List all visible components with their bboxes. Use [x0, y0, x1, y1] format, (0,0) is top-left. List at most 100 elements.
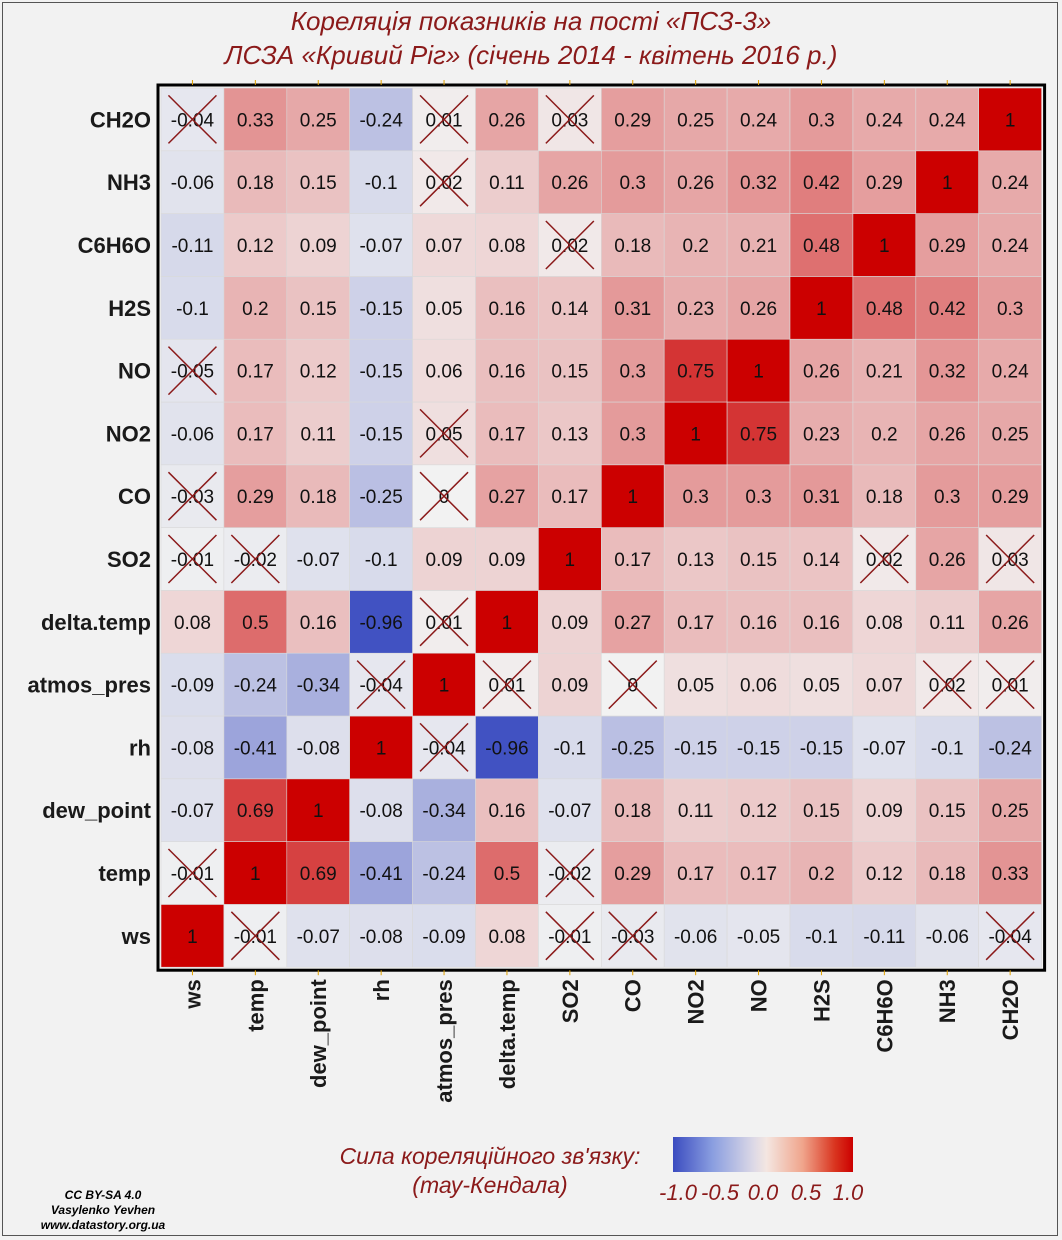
- heatmap-cell: -0.05: [726, 904, 791, 968]
- heatmap-cell: -0.1: [160, 276, 225, 340]
- heatmap-cell-fill: [852, 150, 917, 214]
- heatmap-cell: -0.09: [412, 904, 476, 968]
- cell-value-label: 0.16: [488, 362, 525, 383]
- heatmap-cell-fill: [223, 841, 288, 905]
- heatmap-cell: 0.24: [978, 150, 1042, 214]
- heatmap-cell: 0.17: [663, 590, 728, 654]
- cell-value-label: 1: [439, 676, 450, 697]
- cell-value-label: -0.24: [422, 864, 466, 885]
- cell-value-label: 0.32: [740, 173, 777, 194]
- heatmap-cell: 0.06: [726, 652, 791, 717]
- cell-value-label: 0.05: [803, 676, 840, 697]
- cell-value-label: 0.09: [300, 236, 337, 257]
- heatmap-cell: 0.11: [475, 150, 539, 214]
- heatmap-cell: 0.11: [915, 590, 979, 654]
- heatmap-cell: -0.01: [160, 527, 225, 591]
- heatmap-cell: -0.11: [160, 213, 225, 277]
- cell-value-label: 0.01: [488, 676, 525, 697]
- heatmap-cell: 1: [538, 527, 602, 591]
- heatmap-cell-fill: [726, 904, 791, 968]
- heatmap-cell: 0.29: [915, 213, 979, 277]
- cell-value-label: -0.15: [800, 738, 843, 759]
- heatmap-cell: -0.07: [160, 778, 225, 842]
- cell-value-label: 0.25: [677, 110, 714, 131]
- heatmap-cell: 0.18: [223, 150, 288, 214]
- not-significant-cross-line: [859, 534, 909, 584]
- heatmap-cell: -0.1: [349, 150, 413, 214]
- heatmap-cell: 0.24: [726, 87, 791, 152]
- cell-value-label: 0.25: [992, 801, 1029, 822]
- heatmap-cell: 0.17: [223, 401, 288, 466]
- heatmap-cell-fill: [349, 778, 413, 842]
- heatmap-cell-fill: [600, 276, 665, 340]
- heatmap-cell: 0.16: [286, 590, 350, 654]
- cell-value-label: 0.33: [992, 864, 1029, 885]
- heatmap-cell: 0.09: [475, 527, 539, 591]
- heatmap-cell: -0.08: [349, 904, 413, 968]
- cell-value-label: -0.1: [365, 173, 398, 194]
- heatmap-cell: 0.24: [852, 87, 917, 152]
- heatmap-cell: -0.1: [349, 527, 413, 591]
- cell-value-label: 0.08: [866, 613, 903, 634]
- heatmap-cell: 0.18: [600, 213, 665, 277]
- cell-value-label: -0.06: [674, 927, 717, 948]
- not-significant-cross-line: [167, 94, 217, 144]
- legend-tick-min: -1.0: [659, 1180, 697, 1205]
- cell-value-label: 0.24: [740, 110, 777, 131]
- cell-value-label: 0.26: [488, 110, 525, 131]
- not-significant-cross-line: [356, 660, 406, 710]
- cell-value-label: 0.17: [237, 424, 274, 445]
- cell-value-label: 0.5: [494, 864, 520, 885]
- heatmap-cell-fill: [223, 464, 288, 528]
- cell-value-label: -0.07: [863, 738, 906, 759]
- cell-value-label: -0.15: [674, 738, 717, 759]
- cell-value-label: 0.16: [488, 299, 525, 320]
- cell-value-label: 0.17: [677, 613, 714, 634]
- heatmap-cell: -0.06: [915, 904, 979, 968]
- heatmap-cell-fill: [663, 904, 728, 968]
- heatmap-cell: 0.15: [726, 527, 791, 591]
- heatmap-cell-fill: [600, 464, 665, 528]
- legend-tick-neg-half: -0.5: [701, 1180, 739, 1205]
- heatmap-cell: 0.16: [475, 778, 539, 842]
- cell-value-label: 0.07: [426, 236, 463, 257]
- heatmap-cell: -0.01: [160, 841, 225, 905]
- heatmap-cell: 0.23: [663, 276, 728, 340]
- not-significant-cross-line: [230, 534, 280, 584]
- column-label: H2S: [809, 979, 834, 1022]
- heatmap-cell-fill: [726, 778, 791, 842]
- cell-value-label: 0.15: [300, 299, 337, 320]
- heatmap-cell: 0.27: [600, 590, 665, 654]
- heatmap-cell: -0.15: [349, 276, 413, 340]
- cell-value-label: -0.1: [931, 738, 964, 759]
- column-label: delta.temp: [495, 979, 520, 1089]
- heatmap-cell-fill: [160, 276, 225, 340]
- heatmap-cell-fill: [538, 527, 602, 591]
- cell-value-label: 0.21: [866, 362, 903, 383]
- heatmap-cell: 0.14: [789, 527, 854, 591]
- heatmap-cell-fill: [663, 715, 728, 780]
- heatmap-cell-fill: [789, 150, 854, 214]
- heatmap-cell: 0.3: [663, 464, 728, 528]
- heatmap-cell: 0.24: [978, 213, 1042, 277]
- heatmap-cell: 0.13: [663, 527, 728, 591]
- cell-value-label: 0.33: [237, 110, 274, 131]
- heatmap-cell-fill: [789, 276, 854, 340]
- heatmap-cell: 0.42: [915, 276, 979, 340]
- heatmap-cell: 0.05: [663, 652, 728, 717]
- heatmap-cell: 0.31: [789, 464, 854, 528]
- heatmap-cell-fill: [978, 464, 1042, 528]
- cell-value-label: 0.17: [551, 487, 588, 508]
- heatmap-cell-fill: [915, 276, 979, 340]
- heatmap-cell: 0.18: [286, 464, 350, 528]
- heatmap-cell-fill: [349, 464, 413, 528]
- column-label: C6H6O: [872, 979, 897, 1052]
- credit-site: www.datastory.org.ua: [40, 1218, 166, 1232]
- heatmap-cell-fill: [475, 150, 539, 214]
- heatmap-cell-fill: [538, 150, 602, 214]
- not-significant-cross-line: [230, 911, 280, 961]
- heatmap-cell-fill: [160, 401, 225, 466]
- legend-tick-max: 1.0: [832, 1180, 864, 1205]
- heatmap-cell: -0.04: [412, 715, 476, 780]
- cell-value-label: 0.5: [242, 613, 268, 634]
